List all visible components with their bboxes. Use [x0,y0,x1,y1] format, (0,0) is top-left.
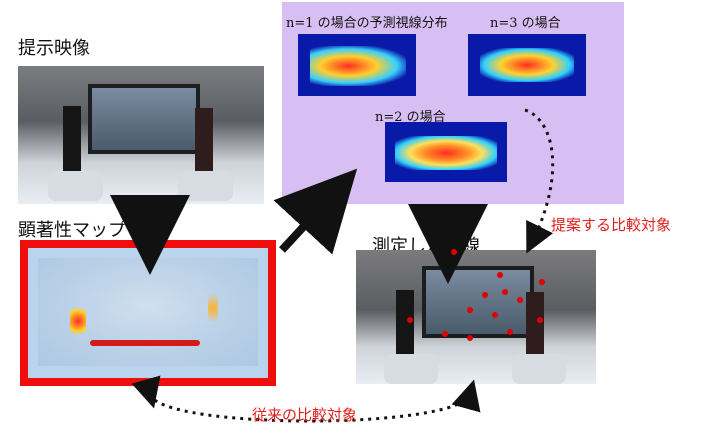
gaze-dots [407,249,545,341]
proposed-comparison-label: 提案する比較対象 [551,216,672,234]
gaze-dot [492,312,498,318]
gaze-dot [497,272,503,278]
gaze-dot [467,307,473,313]
input-video-frame [18,66,264,204]
gaze-dot [502,289,508,295]
gaze-dot [407,317,413,323]
gaze-dot [537,317,543,323]
heatmap-n1-label: n=1 の場合の予測視線分布 [286,16,448,31]
saliency-map-label: 顕著性マップ [18,220,126,241]
measured-gaze-frame [356,250,596,384]
heatmap-n1 [298,34,416,96]
gaze-dot [482,292,488,298]
dashed-arrow-proposed [524,108,555,254]
gaze-dot [467,335,473,341]
heatmap-n2 [385,122,507,182]
arrow-saliency-to-predicted [273,168,358,255]
conventional-comparison-label: 従来の比較対象 [252,406,358,424]
gaze-dot [442,331,448,337]
gaze-dot [507,329,513,335]
heatmap-n3-label: n=3 の場合 [490,16,561,31]
input-video-label: 提示映像 [18,38,90,59]
gaze-dot [517,297,523,303]
gaze-dot [539,279,545,285]
gaze-dot [451,249,457,255]
heatmap-n3 [468,34,586,96]
heatmap-n2-label: n=2 の場合 [375,110,446,125]
